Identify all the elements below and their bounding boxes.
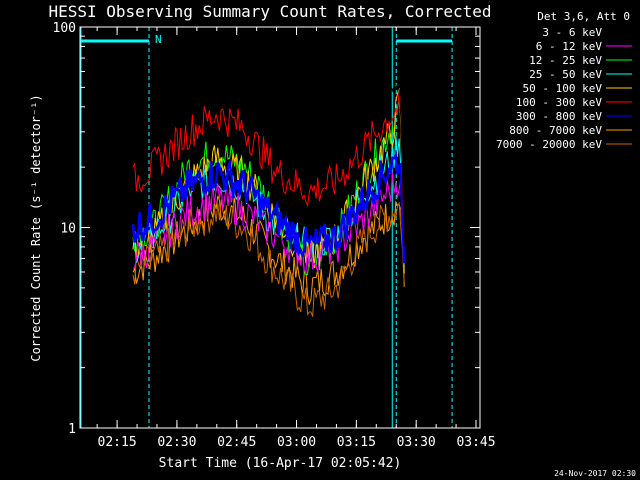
- x-tick-label: 03:45: [456, 435, 495, 450]
- night-annotation: N: [155, 33, 162, 46]
- series-line: [132, 135, 405, 267]
- x-tick-label: 03:15: [337, 435, 376, 450]
- x-tick-label: 03:00: [277, 435, 316, 450]
- timestamp: 24-Nov-2017 02:30: [554, 469, 636, 478]
- series-line: [131, 151, 406, 263]
- x-tick-label: 02:15: [98, 435, 137, 450]
- legend-label: 7000 - 20000 keV: [496, 138, 602, 151]
- y-axis: 1 10 100: [53, 21, 480, 437]
- chart-title: HESSI Observing Summary Count Rates, Cor…: [48, 2, 491, 21]
- y-axis-label: Corrected Count Rate (s⁻¹ detector⁻¹): [29, 94, 43, 361]
- plot-area: [80, 27, 453, 428]
- legend-label: 300 - 800 keV: [516, 110, 602, 123]
- legend-title: Det 3,6, Att 0: [537, 10, 630, 23]
- x-tick-label: 02:45: [217, 435, 256, 450]
- legend-label: 50 - 100 keV: [523, 82, 603, 95]
- series-line: [132, 199, 405, 317]
- y-tick-label: 100: [53, 21, 76, 36]
- x-axis: 02:15 02:30 02:45 03:00 03:15 03:30 03:45: [96, 27, 496, 450]
- series-line: [132, 76, 405, 247]
- legend-label: 800 - 7000 keV: [509, 124, 602, 137]
- series-line: [132, 89, 405, 244]
- legend-label: 12 - 25 keV: [529, 54, 602, 67]
- legend-label: 3 - 6 keV: [542, 26, 602, 39]
- y-tick-label: 1: [68, 422, 76, 437]
- legend-label: 6 - 12 keV: [536, 40, 603, 53]
- x-tick-label: 03:30: [397, 435, 436, 450]
- x-axis-label: Start Time (16-Apr-17 02:05:42): [159, 456, 402, 471]
- legend-label: 100 - 300 keV: [516, 96, 602, 109]
- series-line: [132, 172, 405, 275]
- y-tick-label: 10: [60, 222, 76, 237]
- legend-label: 25 - 50 keV: [529, 68, 602, 81]
- x-tick-label: 02:30: [157, 435, 196, 450]
- series-line: [132, 87, 405, 274]
